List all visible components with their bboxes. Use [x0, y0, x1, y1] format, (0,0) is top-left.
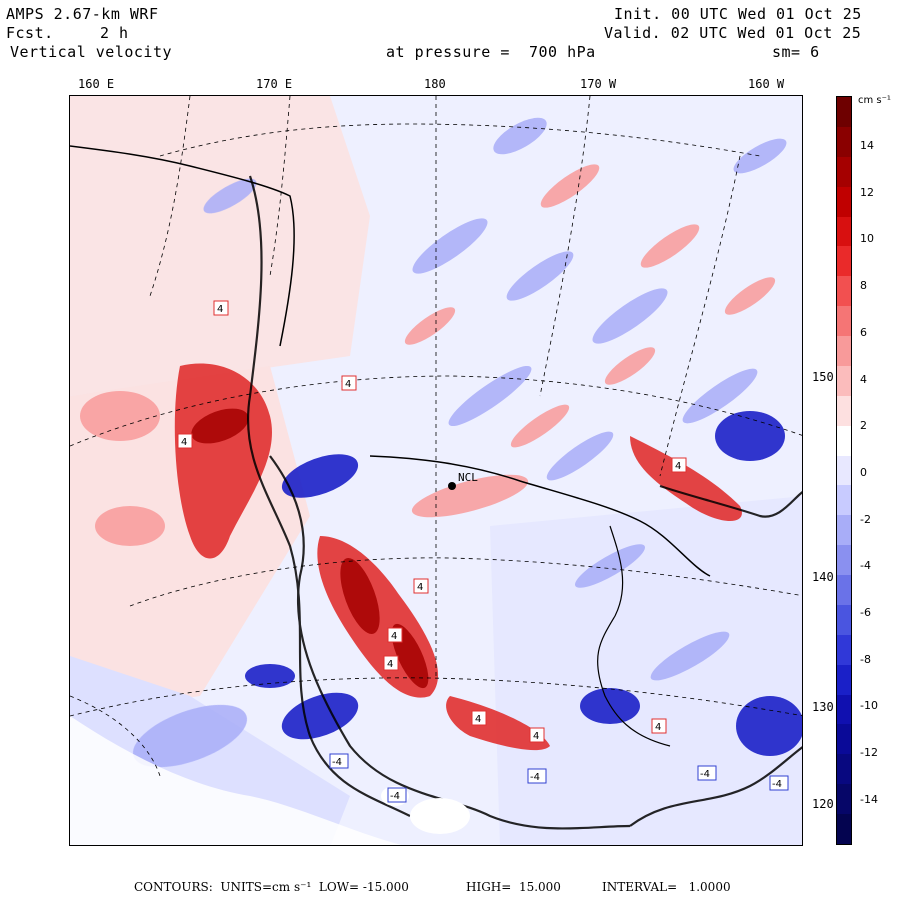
- colorbar-tick-label: 8: [860, 279, 867, 293]
- colorbar-segment: [837, 425, 851, 457]
- svg-text:4: 4: [387, 659, 393, 670]
- colorbar-tick-label: -4: [860, 559, 871, 573]
- lon-label-170e: 170 E: [256, 77, 293, 91]
- colorbar-tick-label: 4: [860, 372, 867, 386]
- colorbar-segment: [837, 664, 851, 696]
- colorbar-segment: [837, 246, 851, 277]
- colorbar-tick-label: 6: [860, 325, 867, 339]
- svg-text:4: 4: [181, 437, 187, 448]
- init-time: Init. 00 UTC Wed 01 Oct 25: [614, 5, 862, 23]
- forecast-label: Fcst.: [6, 24, 54, 42]
- contour-label: 4: [213, 300, 229, 316]
- svg-text:4: 4: [417, 582, 423, 593]
- colorbar-segment: [837, 724, 851, 755]
- colorbar-unit: cm s⁻¹: [858, 95, 891, 106]
- contour-label: 4: [413, 578, 429, 594]
- svg-text:4: 4: [345, 379, 351, 390]
- colorbar-tick-label: -6: [860, 606, 871, 619]
- colorbar-segment: [837, 216, 851, 247]
- colorbar: [836, 96, 852, 845]
- lon-label-160w: 160 W: [748, 77, 785, 91]
- lon-label-160e: 160 E: [78, 77, 115, 91]
- colorbar-tick-label: -8: [860, 652, 871, 666]
- contour-label: 4: [671, 457, 687, 473]
- svg-text:4: 4: [655, 722, 661, 733]
- colorbar-tick-label: 12: [860, 185, 874, 199]
- colorbar-segment: [837, 336, 851, 367]
- valid-time: Valid. 02 UTC Wed 01 Oct 25: [604, 24, 862, 42]
- colorbar-tick-label: 0: [860, 465, 867, 479]
- footer-contours: CONTOURS: UNITS=cm s⁻¹ LOW= -15.000: [134, 880, 409, 894]
- colorbar-segment: [837, 97, 851, 128]
- colorbar-tick-label: 10: [860, 232, 874, 246]
- contour-label: 4: [177, 433, 193, 449]
- contour-label: -4: [387, 787, 407, 803]
- smoothing-value: sm= 6: [772, 43, 820, 61]
- contour-label: -4: [769, 775, 789, 791]
- colorbar-segment: [837, 395, 851, 427]
- svg-text:-4: -4: [530, 772, 540, 783]
- colorbar-segment: [837, 575, 851, 606]
- footer-high: HIGH= 15.000: [466, 880, 561, 894]
- colorbar-segment: [837, 455, 851, 486]
- colorbar-segment: [837, 186, 851, 217]
- colorbar-segment: [837, 634, 851, 666]
- colorbar-segment: [837, 754, 851, 785]
- svg-text:4: 4: [217, 304, 223, 315]
- svg-text:4: 4: [391, 631, 397, 642]
- colorbar-tick-label: 2: [860, 419, 867, 433]
- map-canvas: NCL 4 4 4 4 4 4 4 4 4 4 -4 -4 -4 -4 -4: [70, 96, 802, 845]
- lon-label-180: 180: [424, 77, 446, 91]
- colorbar-segment: [837, 814, 851, 845]
- colorbar-tick-label: -2: [860, 512, 871, 526]
- contour-label: 4: [529, 727, 545, 743]
- colorbar-segment: [837, 604, 851, 636]
- svg-text:-4: -4: [390, 791, 400, 802]
- contour-label: 4: [383, 655, 399, 671]
- colorbar-segment: [837, 545, 851, 576]
- forecast-hour: 2 h: [100, 24, 129, 42]
- lon-label-170w: 170 W: [580, 77, 617, 91]
- field-name: Vertical velocity: [10, 43, 173, 61]
- contour-label: -4: [329, 753, 349, 769]
- station-marker: [448, 482, 456, 490]
- colorbar-segment: [837, 276, 851, 307]
- colorbar-segment: [837, 306, 851, 337]
- colorbar-segment: [837, 694, 851, 725]
- colorbar-segment: [837, 485, 851, 516]
- contour-label: -4: [697, 765, 717, 781]
- svg-text:4: 4: [533, 731, 539, 742]
- colorbar-tick-label: -10: [860, 699, 878, 713]
- colorbar-segment: [837, 156, 851, 188]
- colorbar-segment: [837, 515, 851, 546]
- vertical-velocity-map: NCL 4 4 4 4 4 4 4 4 4 4 -4 -4 -4 -4 -4: [69, 95, 803, 846]
- svg-text:4: 4: [475, 714, 481, 725]
- colorbar-segment: [837, 126, 851, 158]
- svg-text:4: 4: [675, 461, 681, 472]
- colorbar-tick-label: -12: [860, 746, 878, 760]
- colorbar-segment: [837, 784, 851, 815]
- contour-label: 4: [341, 375, 357, 391]
- contour-label: 4: [651, 718, 667, 734]
- contour-label: 4: [387, 627, 403, 643]
- svg-text:-4: -4: [772, 779, 782, 790]
- station-label: NCL: [458, 471, 478, 484]
- colorbar-tick-label: 14: [860, 139, 874, 152]
- svg-text:-4: -4: [332, 757, 342, 768]
- colorbar-segment: [837, 365, 851, 397]
- svg-text:-4: -4: [700, 769, 710, 780]
- colorbar-tick-label: -14: [860, 792, 878, 806]
- contour-label: 4: [471, 710, 487, 726]
- contour-label: -4: [527, 768, 547, 784]
- pressure-level: at pressure = 700 hPa: [386, 43, 596, 61]
- footer-interval: INTERVAL= 1.0000: [602, 880, 731, 894]
- model-title: AMPS 2.67-km WRF: [6, 5, 159, 23]
